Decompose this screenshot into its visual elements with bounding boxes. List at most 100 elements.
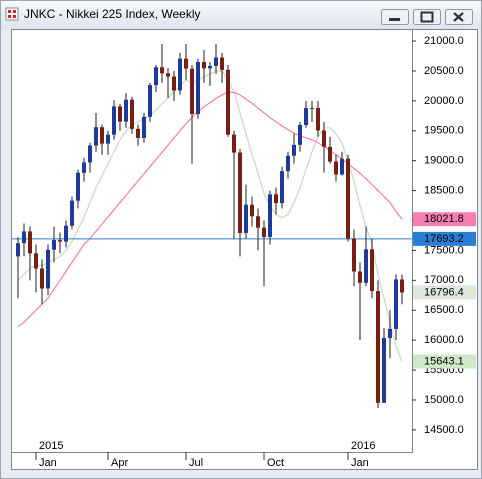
candle-body: [82, 162, 86, 173]
candle-body: [328, 146, 332, 162]
y-tick-label: 16000.0: [424, 334, 464, 346]
candle-body: [28, 231, 32, 254]
candle-body: [400, 279, 404, 293]
y-tick-label: 14500.0: [424, 424, 464, 436]
candle-body: [142, 116, 146, 138]
x-year-label: 2016: [351, 440, 375, 452]
series-last-value-box: [413, 212, 476, 227]
series-last-value: 15643.1: [424, 355, 464, 367]
candle-body: [358, 271, 362, 283]
candle-body: [340, 158, 344, 175]
candle-body: [322, 130, 326, 147]
series-last-value-box: [413, 354, 476, 369]
candle-body: [256, 216, 260, 228]
candle-body: [262, 227, 266, 237]
y-tick-label: 18500.0: [424, 185, 464, 197]
y-tick-label: 17000.0: [424, 274, 464, 286]
candle-body: [214, 57, 218, 66]
price-line-value: 17693.2: [424, 233, 464, 245]
candle-body: [112, 106, 116, 135]
y-tick-label: 19500.0: [424, 125, 464, 137]
candle-body: [316, 107, 320, 131]
candle-body: [46, 249, 50, 289]
candle-body: [346, 158, 350, 239]
x-tick-label: Apr: [111, 457, 128, 469]
candle-body: [196, 62, 200, 115]
candle-body: [160, 67, 164, 74]
candle-body: [394, 279, 398, 329]
candle-body: [16, 243, 20, 257]
chart-area: [11, 29, 478, 470]
x-tick-label: Jan: [39, 457, 57, 469]
y-tick-label: 16500.0: [424, 304, 464, 316]
candle-body: [370, 249, 374, 292]
candle-body: [106, 134, 110, 144]
x-tick-label: Oct: [267, 457, 284, 469]
candle-body: [304, 108, 308, 125]
x-tick-label: Jan: [351, 457, 369, 469]
candle-body: [22, 231, 26, 244]
candle-body: [232, 134, 236, 153]
plot-border: [11, 29, 413, 453]
y-tick-label: 20500.0: [424, 65, 464, 77]
candle-body: [274, 194, 278, 204]
candle-body: [100, 127, 104, 144]
x-year-label: 2015: [39, 440, 63, 452]
candle-body: [352, 238, 356, 272]
candle-body: [184, 58, 188, 69]
candle-body: [70, 200, 74, 226]
candle-body: [220, 57, 224, 70]
candle-body: [76, 172, 80, 201]
candle-body: [148, 85, 152, 117]
y-tick-label: 15000.0: [424, 394, 464, 406]
candle-body: [382, 337, 386, 403]
candle-body: [58, 240, 62, 242]
candle-body: [88, 145, 92, 163]
candle-body: [40, 268, 44, 289]
candle-body: [52, 240, 56, 250]
y-tick-label: 20000.0: [424, 95, 464, 107]
y-tick-label: 17500.0: [424, 244, 464, 256]
candle-body: [286, 155, 290, 172]
window-title: JNKC - Nikkei 225 Index, Weekly: [24, 7, 201, 21]
candle-body: [226, 69, 230, 135]
candle-body: [136, 128, 140, 138]
candle-body: [268, 194, 272, 237]
candle-body: [280, 171, 284, 204]
candle-body: [118, 106, 122, 122]
candle-body: [298, 124, 302, 145]
candle-body: [178, 58, 182, 91]
window-icon: [5, 7, 19, 21]
series-last-value: 18021.8: [424, 213, 464, 225]
candle-body: [190, 68, 194, 115]
candle-body: [166, 73, 170, 77]
candle-body: [154, 67, 158, 86]
y-tick-label: 21000.0: [424, 35, 464, 47]
last-close-value-box: [413, 285, 476, 300]
last-close-value: 16796.4: [424, 286, 464, 298]
candle-body: [202, 62, 206, 69]
candle-body: [334, 161, 338, 175]
ma-line: [17, 91, 403, 327]
candle-body: [310, 107, 314, 109]
candle-body: [64, 225, 68, 242]
candle-body: [208, 65, 212, 69]
candle-body: [292, 144, 296, 156]
maximize-button[interactable]: [413, 9, 441, 25]
candle-body: [238, 152, 242, 233]
x-tick-label: Jul: [189, 457, 203, 469]
candle-body: [244, 204, 248, 233]
close-button[interactable]: [445, 9, 473, 25]
candle-body: [94, 127, 98, 146]
price-line-value-box: [413, 231, 476, 246]
candle-body: [250, 204, 254, 217]
candle-body: [130, 99, 134, 129]
candle-body: [376, 291, 380, 403]
candle-body: [364, 249, 368, 283]
candle-body: [34, 253, 38, 269]
candle-body: [172, 76, 176, 91]
candle-body: [388, 328, 392, 338]
y-tick-label: 19000.0: [424, 155, 464, 167]
minimize-button[interactable]: [381, 9, 409, 25]
